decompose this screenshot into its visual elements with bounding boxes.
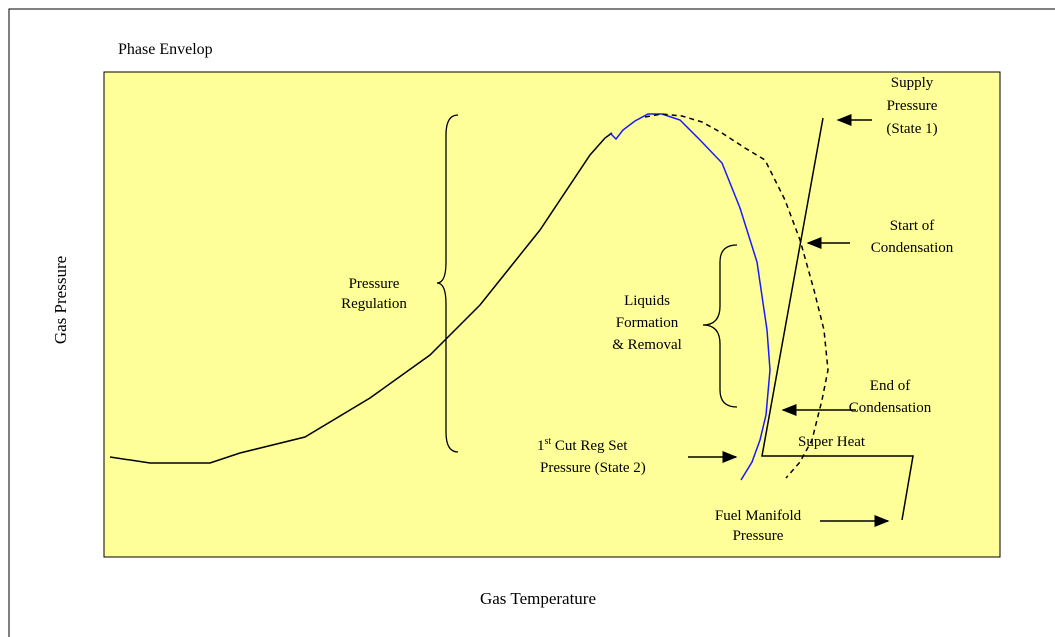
bubble-curve xyxy=(109,132,613,464)
label: Pressure xyxy=(349,276,400,292)
label: Pressure xyxy=(887,98,938,114)
label: Pressure (State 2) xyxy=(540,460,646,476)
label: Fuel Manifold xyxy=(715,508,802,524)
dew-curve xyxy=(644,113,829,479)
y-axis-label: Gas Pressure xyxy=(51,256,70,344)
label: & Removal xyxy=(612,337,682,353)
label: Start of xyxy=(890,218,935,234)
x-axis-label: Gas Temperature xyxy=(480,589,596,608)
blue-curve xyxy=(609,113,771,481)
label: Formation xyxy=(616,315,679,331)
label: Regulation xyxy=(341,296,407,312)
process-line xyxy=(761,117,914,521)
brace xyxy=(702,244,738,408)
label: Condensation xyxy=(849,400,932,416)
label: Supply xyxy=(891,75,934,91)
title: Phase Envelop xyxy=(118,41,213,58)
plot-area xyxy=(103,71,1001,558)
label: Condensation xyxy=(871,240,954,256)
label: Pressure xyxy=(733,528,784,544)
label: (State 1) xyxy=(886,121,937,137)
label: End of xyxy=(870,378,910,394)
label: Liquids xyxy=(624,293,670,309)
label: 1st Cut Reg Set xyxy=(537,436,628,454)
label: Super Heat xyxy=(798,434,866,450)
brace xyxy=(436,114,459,453)
